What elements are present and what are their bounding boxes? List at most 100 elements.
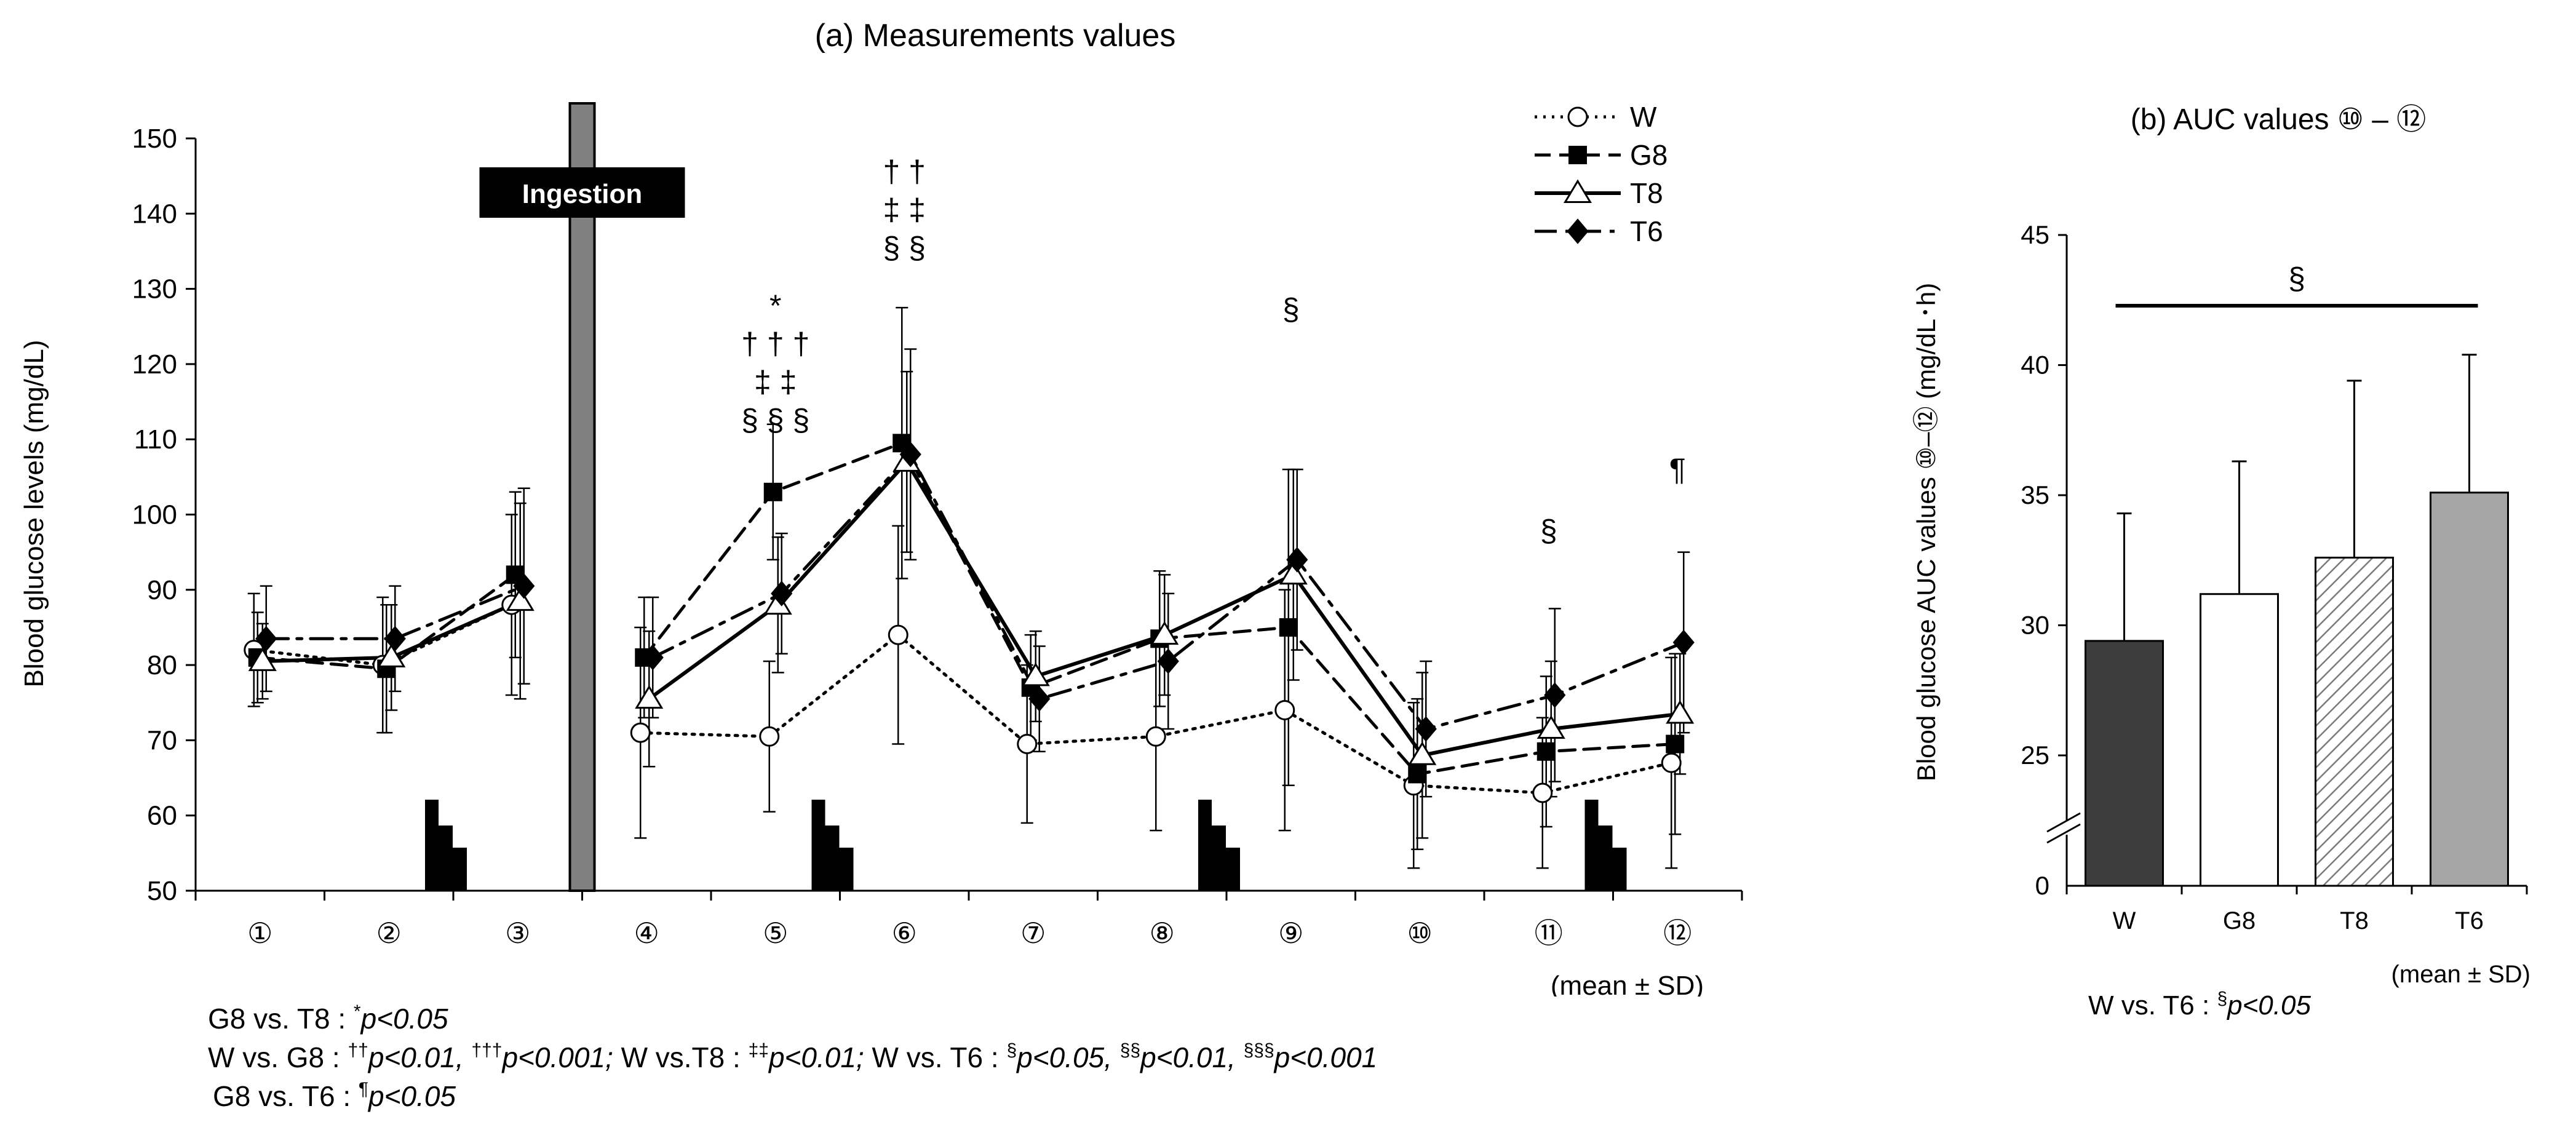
- x-tick-label: ⑩: [1407, 917, 1433, 949]
- point-t6: [513, 573, 535, 599]
- legend-marker-t8: [1563, 179, 1592, 203]
- x-tick-label: ⑧: [1150, 917, 1175, 949]
- ingestion-bar: [568, 102, 596, 892]
- b-x-tick-label: T6: [2455, 907, 2484, 934]
- chart-b-note: (mean ± SD): [2391, 961, 2530, 988]
- significance-mark: *: [769, 288, 781, 323]
- x-tick-label: ①: [247, 917, 272, 949]
- axis-break-gap: [2048, 821, 2085, 835]
- point-g8: [1408, 765, 1427, 784]
- point-t8: [1536, 715, 1565, 739]
- meal-block-icon: [811, 800, 854, 891]
- legend-marker-t6: [1567, 218, 1589, 244]
- x-tick-label: ③: [505, 917, 530, 949]
- legend-label-t6: T6: [1630, 215, 1663, 247]
- y-tick-label: 100: [132, 500, 177, 530]
- bar-w: [2085, 640, 2164, 887]
- b-x-tick-label: T8: [2340, 907, 2369, 934]
- point-w: [759, 726, 780, 747]
- ingestion-label-box: [479, 167, 685, 218]
- chart-a-y-axis-label: Blood glucose levels (mg/dL): [19, 340, 49, 688]
- footnote-line-3: G8 vs. T6 : ¶p<0.05: [213, 1079, 456, 1113]
- point-w: [1145, 726, 1166, 747]
- point-t6: [771, 581, 793, 607]
- y-tick-label: 150: [132, 124, 177, 154]
- series-line-w: [638, 632, 1673, 795]
- y-tick-label: 140: [132, 199, 177, 229]
- chart-a-title: (a) Measurements values: [815, 18, 1176, 54]
- b-significance-mark: §: [2288, 261, 2305, 296]
- x-tick-label: ②: [376, 917, 402, 949]
- point-t8: [377, 643, 406, 667]
- b-y-tick-label: 35: [2021, 480, 2049, 509]
- point-w: [888, 624, 908, 645]
- point-t8: [635, 685, 664, 709]
- significance-mark: † † †: [741, 327, 809, 361]
- point-w: [1661, 752, 1682, 773]
- x-tick-label: ⑪: [1535, 917, 1563, 949]
- y-tick-label: 70: [147, 725, 177, 755]
- chart-b-title: (b) AUC values ⑩ – ⑫: [2131, 103, 2427, 136]
- y-tick-label: 80: [147, 650, 177, 680]
- point-t6: [642, 645, 664, 670]
- x-tick-label: ⑫: [1663, 917, 1691, 949]
- x-tick-label: ⑥: [892, 917, 917, 949]
- point-g8: [1279, 618, 1298, 637]
- point-w: [1017, 734, 1038, 755]
- b-y-tick-label: 25: [2021, 741, 2049, 770]
- y-tick-label: 50: [147, 876, 177, 906]
- point-t6: [1672, 629, 1695, 656]
- point-t8: [1666, 700, 1695, 724]
- point-t8: [1279, 560, 1308, 585]
- point-g8: [1536, 742, 1556, 761]
- significance-mark: ‡ ‡: [883, 193, 926, 227]
- point-w: [630, 722, 651, 743]
- ingestion-label: Ingestion: [522, 179, 643, 209]
- significance-mark: §: [1282, 292, 1300, 327]
- footnote-line-1: G8 vs. T8 : *p<0.05: [208, 1001, 448, 1035]
- b-x-tick-label: W: [2113, 907, 2136, 934]
- y-tick-label: 120: [132, 349, 177, 380]
- series-line-t6: [264, 584, 526, 640]
- point-t6: [255, 626, 277, 652]
- b-y-tick-label: 40: [2021, 351, 2049, 380]
- b-y-tick-label: 45: [2021, 220, 2049, 249]
- point-t6: [1028, 686, 1051, 712]
- x-tick-label: ⑦: [1020, 917, 1046, 949]
- legend-label-w: W: [1630, 101, 1657, 133]
- point-w: [1532, 782, 1553, 803]
- point-t6: [1544, 682, 1566, 708]
- axis-break-icon: [2046, 812, 2081, 833]
- chart-b-y-axis-label: Blood glucose AUC values ⑩–⑫ (mg/dL･h): [1912, 283, 1941, 781]
- bar-g8: [2200, 593, 2279, 887]
- b-y-break-label: 0: [2035, 871, 2049, 900]
- point-t8: [506, 587, 535, 611]
- footnote-right: W vs. T6 : §p<0.05: [2088, 989, 2311, 1021]
- meal-block-icon: [1198, 800, 1240, 891]
- point-t6: [1286, 547, 1308, 573]
- point-g8: [1666, 734, 1685, 754]
- point-w: [1274, 699, 1295, 720]
- legend-marker-w: [1567, 106, 1588, 127]
- significance-mark: ‡ ‡: [754, 365, 797, 399]
- bar-chart: (b) AUC values ⑩ – ⑫ Blood glucose AUC v…: [1912, 103, 2530, 988]
- point-g8: [763, 482, 782, 501]
- y-tick-label: 130: [132, 274, 177, 304]
- b-x-tick-label: G8: [2223, 907, 2256, 934]
- point-t8: [248, 647, 277, 671]
- x-tick-label: ⑤: [763, 917, 788, 949]
- point-t6: [899, 441, 921, 468]
- point-t8: [1408, 741, 1437, 765]
- legend-marker-g8: [1568, 146, 1587, 164]
- b-y-tick-label: 30: [2021, 611, 2049, 640]
- significance-mark: § § §: [741, 403, 809, 437]
- y-tick-label: 90: [147, 575, 177, 605]
- significance-mark: † †: [883, 154, 926, 189]
- meal-block-icon: [425, 800, 467, 891]
- x-tick-label: ④: [634, 917, 659, 949]
- point-t6: [384, 626, 406, 652]
- bar-t8: [2315, 557, 2394, 887]
- legend-label-g8: G8: [1630, 139, 1668, 171]
- point-t6: [1157, 648, 1179, 674]
- x-tick-label: ⑨: [1278, 917, 1303, 949]
